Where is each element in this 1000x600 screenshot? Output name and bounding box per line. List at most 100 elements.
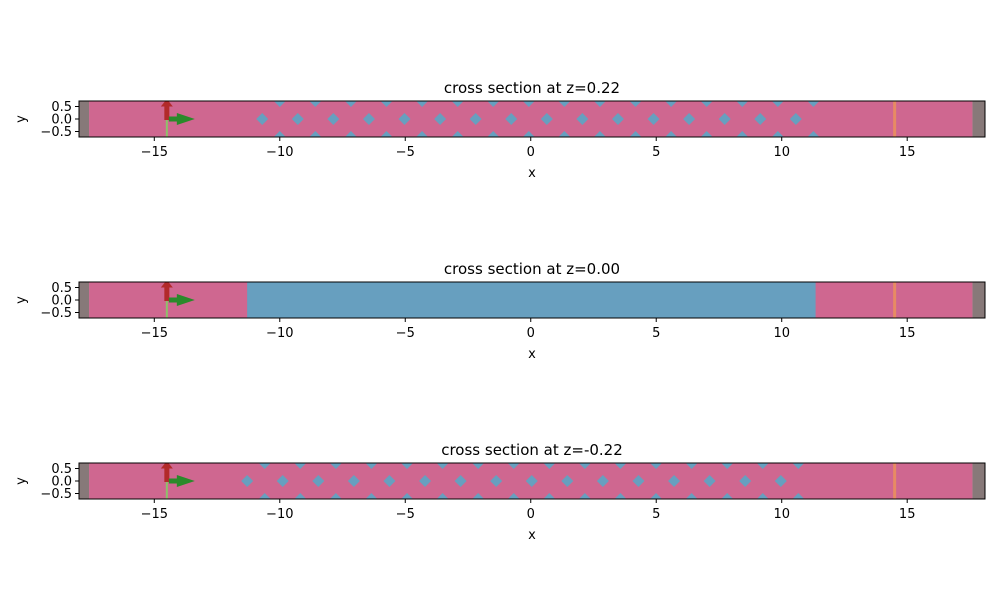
subplot-2: −15 −10 −5 0 5 10 15 0.50.0−0.5 x y cross section …: [14, 260, 986, 362]
hole: [665, 101, 678, 107]
hole: [401, 493, 414, 499]
plot-area: [79, 463, 985, 499]
y-tick-label: −0.5: [40, 306, 72, 321]
hole: [507, 463, 520, 469]
hole: [434, 113, 447, 125]
hole: [629, 101, 642, 107]
x-tick-label: 0: [527, 145, 535, 160]
hole: [472, 463, 485, 469]
hole: [309, 101, 322, 107]
hole: [593, 101, 606, 107]
flux-monitor: [893, 101, 897, 137]
hole: [454, 475, 467, 487]
plot-area: [79, 282, 985, 318]
direction-arrow-shaft: [168, 116, 178, 122]
hole: [436, 463, 449, 469]
x-tick-label: 10: [773, 326, 790, 341]
hole: [344, 101, 357, 107]
hole: [522, 131, 535, 137]
x-tick-label: 10: [773, 507, 790, 522]
hole: [665, 131, 678, 137]
x-tick-label: 5: [652, 145, 660, 160]
hole: [611, 113, 624, 125]
polarization-arrow-head: [160, 463, 173, 469]
x-tick-label: −10: [266, 145, 293, 160]
hole: [650, 463, 663, 469]
hole: [756, 493, 769, 499]
hole: [558, 131, 571, 137]
x-tick-label: −5: [396, 507, 415, 522]
hole: [614, 493, 627, 499]
hole: [593, 131, 606, 137]
hole: [540, 113, 553, 125]
x-axis-label: x: [528, 528, 536, 543]
hole: [522, 101, 535, 107]
pml-region: [79, 101, 90, 137]
x-tick-label: 15: [899, 145, 916, 160]
hole: [700, 101, 713, 107]
hole: [344, 131, 357, 137]
y-tick-label: 0.0: [51, 294, 72, 309]
x-tick-label: −5: [396, 326, 415, 341]
y-tick-label: −0.5: [40, 125, 72, 140]
x-tick-label: 5: [652, 507, 660, 522]
pml-region: [79, 282, 90, 318]
y-axis-label: y: [14, 477, 29, 485]
hole: [380, 131, 393, 137]
hole: [398, 113, 411, 125]
direction-arrow-head: [176, 113, 195, 125]
x-tick-label: −15: [141, 326, 168, 341]
hole: [576, 113, 589, 125]
hole: [700, 131, 713, 137]
hole: [650, 493, 663, 499]
hole: [578, 463, 591, 469]
subplot-title: cross section at z=-0.22: [441, 441, 623, 459]
hole: [505, 113, 518, 125]
hole: [736, 101, 749, 107]
y-tick-label: 0.5: [51, 100, 72, 115]
hole: [273, 101, 286, 107]
direction-arrow-shaft: [168, 297, 178, 303]
x-axis-label: x: [528, 166, 536, 181]
pml-region: [972, 101, 985, 137]
hole: [258, 463, 271, 469]
hole: [807, 131, 820, 137]
pml-region: [972, 463, 985, 499]
hole: [294, 493, 307, 499]
hole: [487, 131, 500, 137]
hole: [792, 463, 805, 469]
hole: [736, 131, 749, 137]
x-tick-label: −10: [266, 326, 293, 341]
hole: [401, 463, 414, 469]
hole: [273, 131, 286, 137]
hole: [309, 131, 322, 137]
hole: [632, 475, 645, 487]
x-tick-label: 15: [899, 326, 916, 341]
hole: [416, 101, 429, 107]
hole: [416, 131, 429, 137]
y-tick-label: 0.5: [51, 462, 72, 477]
hole: [614, 463, 627, 469]
hole: [739, 475, 752, 487]
y-axis-label: y: [14, 115, 29, 123]
hole: [487, 101, 500, 107]
y-tick-label: 0.0: [51, 475, 72, 490]
x-tick-label: 5: [652, 326, 660, 341]
hole: [327, 113, 340, 125]
direction-arrow-shaft: [168, 478, 178, 484]
hole: [380, 101, 393, 107]
hole: [756, 463, 769, 469]
hole: [258, 493, 271, 499]
hole: [276, 475, 289, 487]
x-tick-label: −15: [141, 507, 168, 522]
hole: [507, 493, 520, 499]
subplot-1: −15 −10 −5 0 5 10 15 0.50.0−0.5 x y cross section …: [14, 79, 986, 181]
hole: [807, 101, 820, 107]
hole: [451, 101, 464, 107]
hole: [329, 493, 342, 499]
polarization-arrow-shaft: [164, 106, 170, 120]
hole: [718, 113, 731, 125]
y-tick-label: 0.0: [51, 113, 72, 128]
hole: [771, 101, 784, 107]
